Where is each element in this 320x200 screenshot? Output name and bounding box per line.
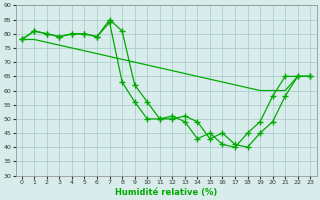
X-axis label: Humidité relative (%): Humidité relative (%) (115, 188, 217, 197)
